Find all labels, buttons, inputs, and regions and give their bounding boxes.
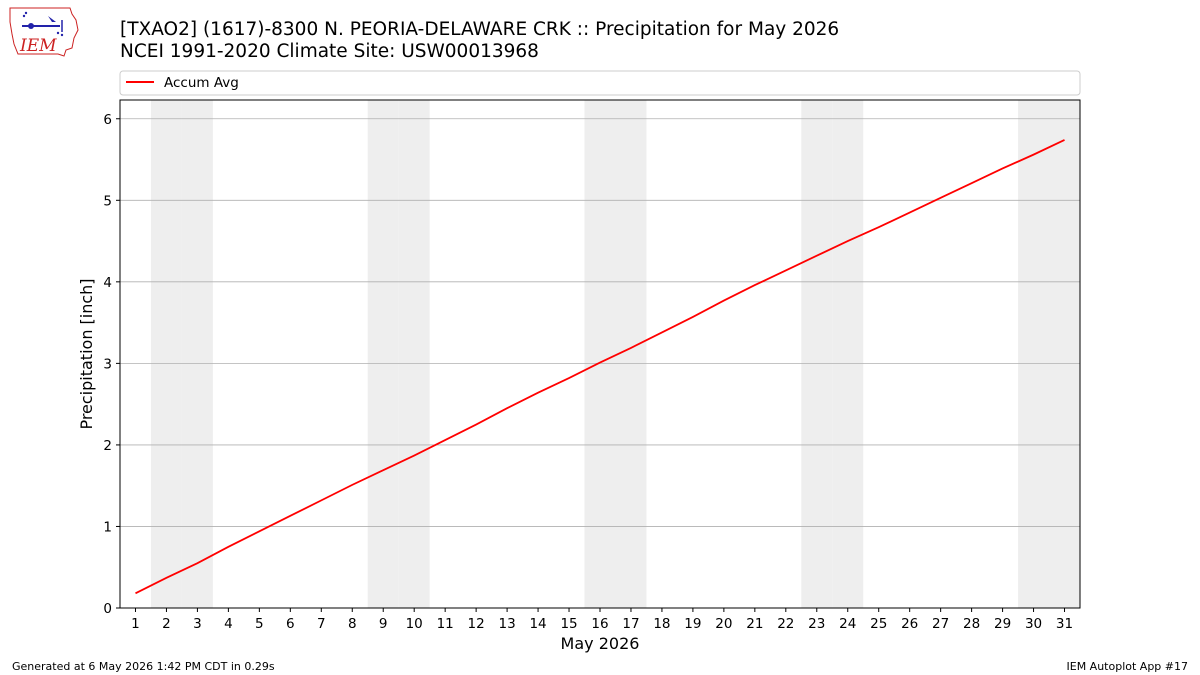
weekend-band-day-17 [615,100,647,608]
x-tick-label-14: 14 [529,616,546,632]
y-axis-ticks: 0 1 2 3 4 5 6 [103,112,120,617]
x-tick-label-26: 26 [901,616,918,632]
x-tick-label-27: 27 [932,616,949,632]
y-tick-label-4: 4 [103,275,112,291]
x-tick-label-3: 3 [193,616,202,632]
x-tick-label-8: 8 [348,616,357,632]
y-tick-label-3: 3 [103,356,112,372]
weekend-band-day-10 [398,100,430,608]
x-tick-label-30: 30 [1025,616,1042,632]
weekend-band-day-3 [181,100,213,608]
x-axis-ticks: 1 2 3 4 5 6 7 8 9 10 11 12 13 14 15 16 17 18 19 20 21 22 23 24 2… [131,608,1073,632]
x-axis-label: May 2026 [561,634,640,653]
weekend-shading [150,100,1080,608]
weekend-band-day-23 [801,100,833,608]
x-tick-label-17: 17 [622,616,639,632]
x-tick-label-31: 31 [1056,616,1073,632]
chart-title: [TXAO2] (1617)-8300 N. PEORIA-DELAWARE C… [120,19,839,40]
series-layer [135,139,1065,595]
y-axis-label: Precipitation [inch] [77,278,96,429]
x-tick-label-22: 22 [777,616,794,632]
logo-text: IEM [19,36,57,56]
chart-subtitle: NCEI 1991-2020 Climate Site: USW00013968 [120,41,539,62]
footer-generated: Generated at 6 May 2026 1:42 PM CDT in 0… [12,660,275,673]
series-line-accum-avg [135,139,1065,595]
y-tick-label-5: 5 [103,193,112,209]
plot-area: 1 2 3 4 5 6 7 8 9 10 11 12 13 14 15 16 17 18 19 20 21 22 23 24 2… [103,99,1081,632]
weekend-band-day-9 [367,100,399,608]
x-tick-label-6: 6 [286,616,295,632]
weekend-band-day-2 [150,100,182,608]
x-tick-label-12: 12 [468,616,485,632]
x-tick-label-2: 2 [162,616,171,632]
iem-iowa-weather-logo-icon [9,7,79,57]
x-tick-label-10: 10 [406,616,423,632]
y-tick-label-0: 0 [103,601,112,617]
x-tick-label-20: 20 [715,616,732,632]
x-tick-label-11: 11 [437,616,454,632]
x-tick-label-9: 9 [379,616,388,632]
x-tick-label-4: 4 [224,616,233,632]
y-tick-label-6: 6 [103,112,112,128]
x-tick-label-18: 18 [653,616,670,632]
x-tick-label-25: 25 [870,616,887,632]
iem-logo: IEM [9,7,79,57]
x-tick-label-15: 15 [560,616,577,632]
y-tick-label-1: 1 [103,519,112,535]
x-tick-label-29: 29 [994,616,1011,632]
x-tick-label-1: 1 [131,616,140,632]
x-tick-label-13: 13 [499,616,516,632]
x-tick-label-5: 5 [255,616,264,632]
x-tick-label-7: 7 [317,616,326,632]
x-tick-label-16: 16 [591,616,608,632]
weekend-band-day-16 [584,100,616,608]
x-tick-label-23: 23 [808,616,825,632]
x-tick-label-24: 24 [839,616,856,632]
y-tick-label-2: 2 [103,438,112,454]
weekend-band-day-31 [1049,100,1080,608]
x-tick-label-28: 28 [963,616,980,632]
legend-box [119,70,1081,96]
x-tick-label-21: 21 [746,616,763,632]
x-tick-label-19: 19 [684,616,701,632]
legend: Accum Avg [119,70,1081,96]
weekend-band-day-24 [832,100,864,608]
legend-label-accum-avg: Accum Avg [164,75,239,91]
footer-app: IEM Autoplot App #17 [1067,660,1189,673]
weekend-band-day-30 [1018,100,1050,608]
